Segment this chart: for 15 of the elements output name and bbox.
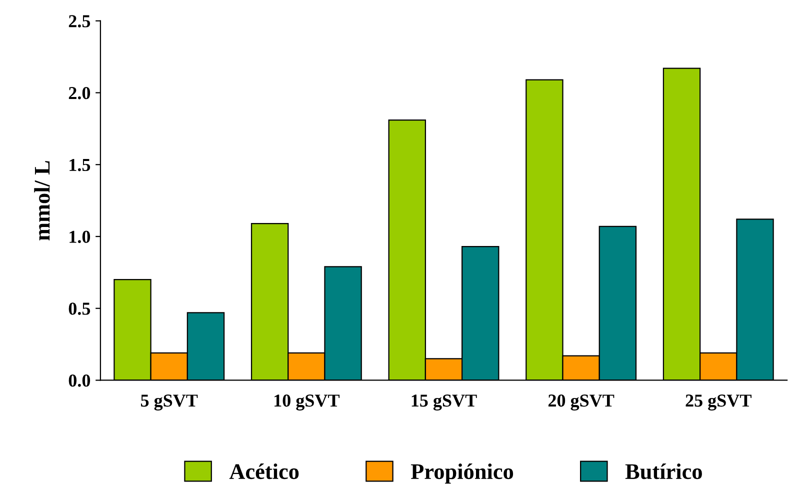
y-tick-label: 2.0 bbox=[68, 86, 90, 100]
legend-label: Butírico bbox=[625, 463, 702, 480]
y-tick-label: 1.0 bbox=[70, 230, 90, 244]
legend-label: Propiónico bbox=[410, 463, 514, 484]
y-tick-label: 0.5 bbox=[68, 302, 90, 315]
y-tick-label: 2.5 bbox=[68, 15, 90, 28]
legend-label: Acético bbox=[229, 463, 299, 480]
x-tick-label: 15 gSVT bbox=[412, 394, 477, 411]
x-tick-label: 10 gSVT bbox=[274, 394, 340, 411]
x-tick-label: 25 gSVT bbox=[686, 394, 752, 411]
y-tick-label: 0.0 bbox=[68, 374, 90, 387]
x-tick-label: 20 gSVT bbox=[548, 394, 614, 411]
y-axis-title: mmol/ L bbox=[34, 161, 50, 240]
x-tick-label: 5 gSVT bbox=[140, 394, 198, 411]
y-tick-label: 1.5 bbox=[70, 158, 90, 172]
